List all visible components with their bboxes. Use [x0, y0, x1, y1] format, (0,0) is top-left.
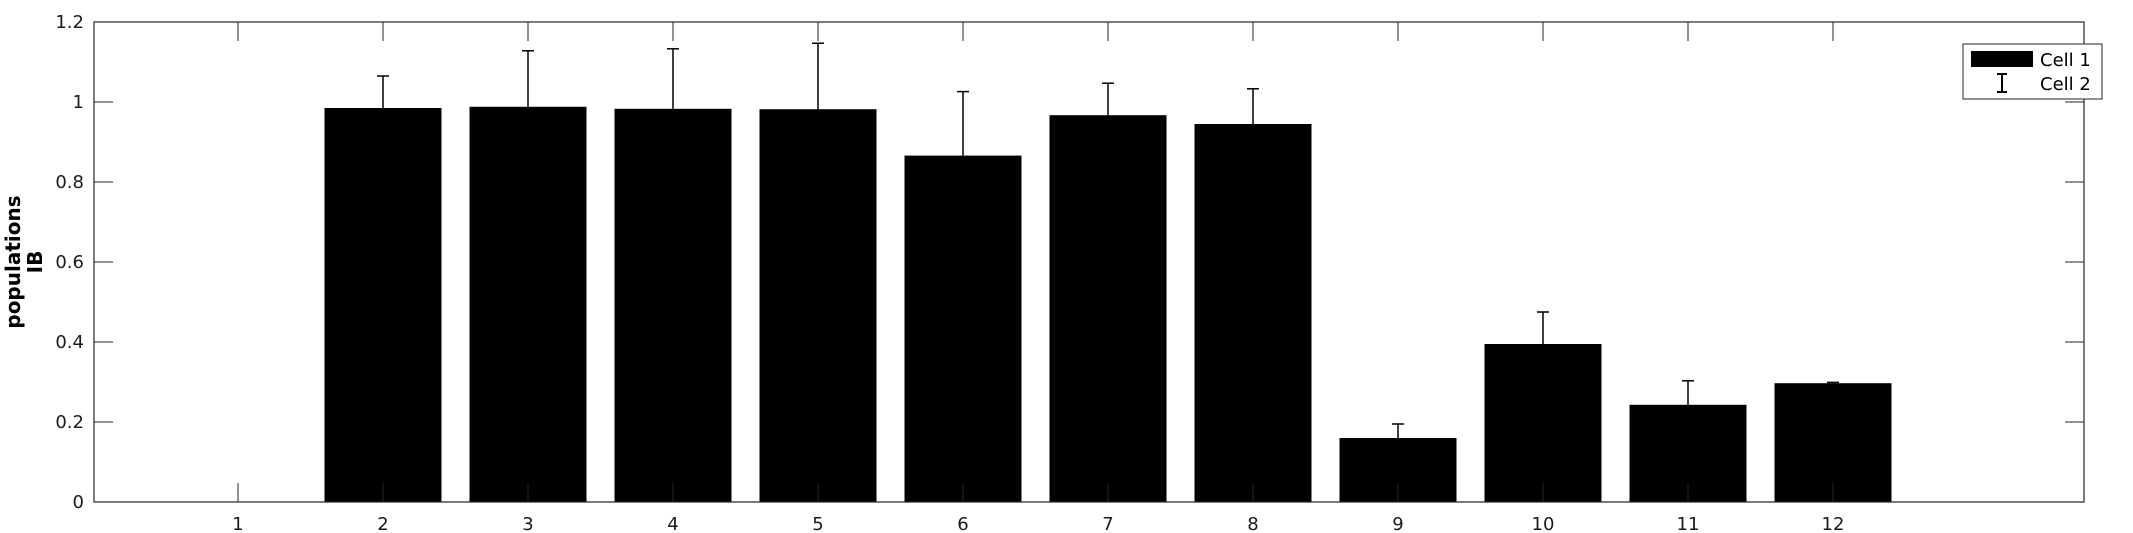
y-tick-labels: 0 0.2 0.4 0.6 0.8 1 1.2	[55, 12, 84, 513]
legend-swatch-cell-2	[1997, 73, 2007, 93]
legend-swatch-cell-1	[1971, 51, 2033, 67]
bar-10	[1484, 344, 1602, 502]
x-tick-label-4: 4	[667, 514, 678, 533]
y-axis-label-line-2: IB	[23, 251, 47, 274]
y-tick-label-5: 1	[73, 92, 84, 113]
bar-7	[1049, 115, 1167, 502]
x-tick-label-12: 12	[1822, 514, 1845, 533]
x-tick-label-9: 9	[1392, 514, 1403, 533]
x-tick-labels: 1 2 3 4 5 6 7 8 9 10 11 12	[232, 514, 1844, 533]
y-tick-label-6: 1.2	[55, 12, 84, 33]
plot-frame	[93, 21, 2085, 503]
bar-3	[469, 106, 587, 503]
bar-12	[1774, 383, 1892, 502]
y-tick-label-4: 0.8	[55, 172, 84, 193]
y-axis-label-line-1: populations	[1, 195, 25, 328]
x-tick-label-11: 11	[1677, 514, 1700, 533]
legend-label-cell-1: Cell 1	[2040, 50, 2091, 71]
bar-5	[759, 109, 877, 502]
x-tick-label-8: 8	[1247, 514, 1258, 533]
x-tick-label-3: 3	[522, 514, 533, 533]
x-tick-label-1: 1	[232, 514, 243, 533]
y-tick-label-1: 0.2	[55, 412, 84, 433]
bar-4	[614, 108, 732, 503]
y-tick-label-2: 0.4	[55, 332, 84, 353]
legend: Cell 1 Cell 2	[1962, 43, 2103, 100]
x-tick-label-6: 6	[957, 514, 968, 533]
bar-8	[1194, 124, 1312, 502]
bar-6	[904, 155, 1022, 502]
x-tick-label-2: 2	[377, 514, 388, 533]
y-tick-label-3: 0.6	[55, 252, 84, 273]
legend-label-cell-2: Cell 2	[2040, 74, 2091, 95]
x-tick-label-7: 7	[1102, 514, 1113, 533]
x-tick-label-10: 10	[1532, 514, 1555, 533]
error-bars-layer	[377, 42, 1839, 438]
y-tick-label-0: 0	[73, 492, 84, 513]
bars-layer	[324, 106, 1892, 503]
x-tick-label-5: 5	[812, 514, 823, 533]
bar-2	[324, 108, 442, 502]
